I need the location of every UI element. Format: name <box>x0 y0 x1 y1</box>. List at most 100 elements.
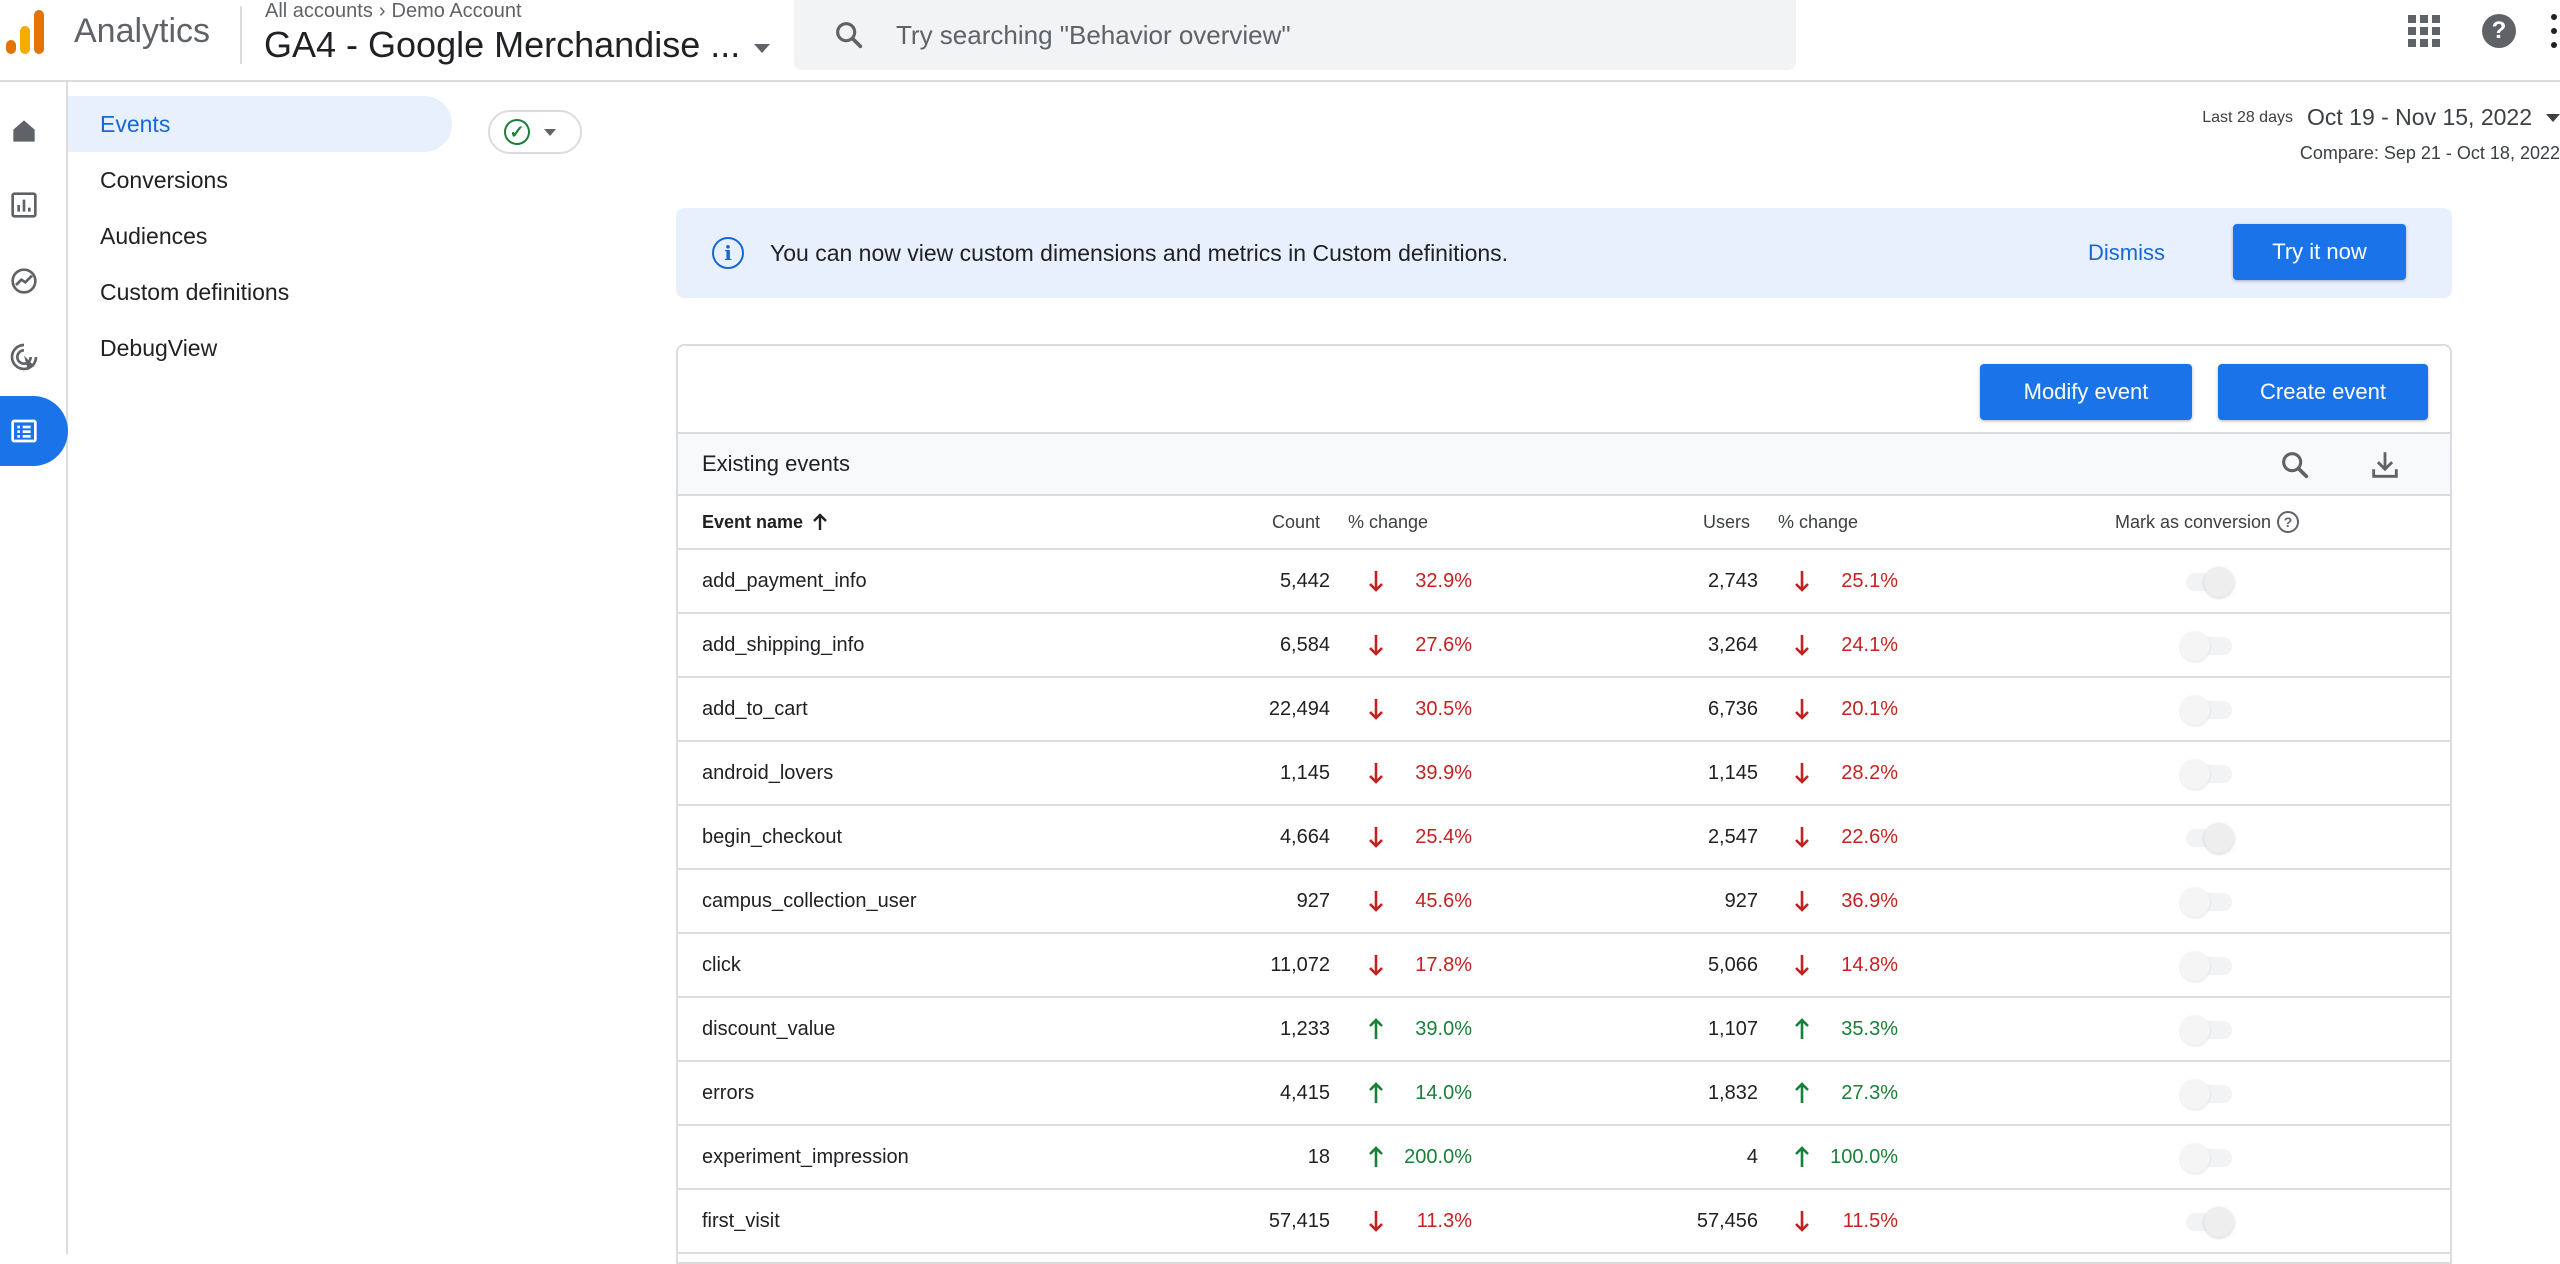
conversion-toggle-cell <box>2180 998 2236 1060</box>
table-row[interactable]: first_visit 57,415 11.3% 57,456 11.5% <box>678 1190 2450 1254</box>
rail-home[interactable] <box>0 96 66 166</box>
apps-grid-icon[interactable] <box>2408 15 2440 47</box>
event-name[interactable]: campus_collection_user <box>702 889 917 912</box>
status-filter-chip[interactable]: ✓ <box>488 110 582 154</box>
arrow-down-icon <box>1366 806 1386 868</box>
event-name[interactable]: errors <box>702 1081 755 1104</box>
column-header-users[interactable]: Users <box>1702 511 1750 532</box>
search-icon[interactable] <box>2278 448 2312 482</box>
arrow-up-icon <box>1792 1062 1812 1124</box>
column-header-conversion: Mark as conversion ? <box>2115 496 2300 548</box>
subnav-item-debugview[interactable]: DebugView <box>100 334 218 361</box>
explore-icon <box>11 268 37 294</box>
column-header-count-change[interactable]: % change <box>1348 511 1429 532</box>
event-name[interactable]: add_shipping_info <box>702 633 865 656</box>
event-name[interactable]: begin_checkout <box>702 825 843 848</box>
rail-explore[interactable] <box>0 246 66 316</box>
breadcrumb-account[interactable]: Demo Account <box>391 0 522 22</box>
table-row[interactable]: add_payment_info 5,442 32.9% 2,743 25.1% <box>678 550 2450 614</box>
mark-as-conversion-toggle[interactable] <box>2180 1075 2236 1111</box>
table-row[interactable]: campus_collection_user 927 45.6% 927 36.9% <box>678 870 2450 934</box>
users-change: 20.1% <box>1841 697 1898 720</box>
table-row[interactable]: add_to_cart 22,494 30.5% 6,736 20.1% <box>678 678 2450 742</box>
table-row[interactable]: android_lovers 1,145 39.9% 1,145 28.2% <box>678 742 2450 806</box>
subnav-item-custom-definitions[interactable]: Custom definitions <box>100 278 290 305</box>
mark-as-conversion-toggle[interactable] <box>2180 883 2236 919</box>
event-name[interactable]: android_lovers <box>702 761 834 784</box>
arrow-up-icon <box>1366 998 1386 1060</box>
event-users: 3,264 <box>1707 633 1758 656</box>
count-change: 25.4% <box>1415 825 1472 848</box>
arrow-up-icon <box>1366 1126 1386 1188</box>
date-range-picker[interactable]: Last 28 days Oct 19 - Nov 15, 2022 Compa… <box>2202 104 2560 164</box>
event-name[interactable]: add_payment_info <box>702 569 867 592</box>
conversion-toggle-cell <box>2180 806 2236 868</box>
users-change: 14.8% <box>1841 953 1898 976</box>
analytics-logo-icon[interactable] <box>6 10 46 54</box>
mark-as-conversion-toggle[interactable] <box>2180 563 2236 599</box>
arrow-down-icon <box>1792 742 1812 804</box>
subnav-item-events[interactable]: Events <box>68 96 452 152</box>
header-divider <box>240 6 242 64</box>
modify-event-button[interactable]: Modify event <box>1980 364 2192 420</box>
users-change: 11.5% <box>1842 1209 1898 1232</box>
card-actions: Modify event Create event <box>678 346 2450 434</box>
event-name[interactable]: click <box>702 953 741 976</box>
event-users: 4 <box>1746 1145 1758 1168</box>
users-change: 35.3% <box>1841 1017 1898 1040</box>
arrow-down-icon <box>1792 870 1812 932</box>
count-change: 200.0% <box>1404 1145 1472 1168</box>
table-row[interactable]: experiment_impression 18 200.0% 4 100.0% <box>678 1126 2450 1190</box>
mark-as-conversion-toggle[interactable] <box>2180 947 2236 983</box>
rail-advertising[interactable] <box>0 322 66 392</box>
event-name[interactable]: discount_value <box>702 1017 836 1040</box>
column-header-users-change[interactable]: % change <box>1778 511 1859 532</box>
breadcrumb-root[interactable]: All accounts <box>265 0 373 22</box>
help-icon[interactable]: ? <box>2482 14 2516 48</box>
mark-as-conversion-toggle[interactable] <box>2180 755 2236 791</box>
conversion-toggle-cell <box>2180 1190 2236 1252</box>
property-selector[interactable]: GA4 - Google Merchandise ... <box>264 24 771 66</box>
users-change: 27.3% <box>1841 1081 1898 1104</box>
table-row[interactable]: begin_checkout 4,664 25.4% 2,547 22.6% <box>678 806 2450 870</box>
download-icon[interactable] <box>2368 448 2402 482</box>
column-header-count[interactable]: Count <box>1271 511 1320 532</box>
table-row[interactable]: click 11,072 17.8% 5,066 14.8% <box>678 934 2450 998</box>
mark-as-conversion-toggle[interactable] <box>2180 1139 2236 1175</box>
try-it-now-button[interactable]: Try it now <box>2233 224 2406 280</box>
table-row[interactable]: discount_value 1,233 39.0% 1,107 35.3% <box>678 998 2450 1062</box>
mark-as-conversion-toggle[interactable] <box>2180 691 2236 727</box>
caret-down-icon <box>544 128 556 136</box>
conversion-toggle-cell <box>2180 550 2236 612</box>
search-bar[interactable]: Try searching "Behavior overview" <box>794 0 1796 70</box>
conversion-toggle-cell <box>2180 614 2236 676</box>
mark-as-conversion-toggle[interactable] <box>2180 819 2236 855</box>
rail-reports[interactable] <box>0 170 66 240</box>
rail-configure[interactable] <box>0 396 68 466</box>
subnav-item-audiences[interactable]: Audiences <box>100 222 208 249</box>
dismiss-button[interactable]: Dismiss <box>2088 240 2165 265</box>
event-name[interactable]: experiment_impression <box>702 1145 909 1168</box>
table-row[interactable]: errors 4,415 14.0% 1,832 27.3% <box>678 1062 2450 1126</box>
card-header: Existing events <box>678 434 2450 496</box>
mark-as-conversion-toggle[interactable] <box>2180 627 2236 663</box>
table-row[interactable]: add_shipping_info 6,584 27.6% 3,264 24.1% <box>678 614 2450 678</box>
event-count: 18 <box>1307 1145 1330 1168</box>
create-event-button[interactable]: Create event <box>2218 364 2428 420</box>
table-header: Event name Count % change Users % change… <box>678 496 2450 550</box>
event-name[interactable]: add_to_cart <box>702 697 808 720</box>
mark-as-conversion-toggle[interactable] <box>2180 1011 2236 1047</box>
more-vert-icon[interactable] <box>2548 14 2560 48</box>
top-icons: ? <box>2408 14 2560 48</box>
event-name[interactable]: first_visit <box>702 1209 780 1232</box>
count-change: 11.3% <box>1416 1209 1472 1232</box>
help-icon[interactable]: ? <box>2277 511 2300 533</box>
event-users: 1,145 <box>1707 761 1758 784</box>
breadcrumb[interactable]: All accounts › Demo Account <box>265 0 522 23</box>
arrow-up-icon <box>813 513 827 530</box>
count-change: 39.0% <box>1415 1017 1472 1040</box>
left-rail <box>0 82 68 1254</box>
column-header-event-name[interactable]: Event name <box>702 496 829 548</box>
subnav-item-conversions[interactable]: Conversions <box>100 166 228 193</box>
mark-as-conversion-toggle[interactable] <box>2180 1203 2236 1239</box>
